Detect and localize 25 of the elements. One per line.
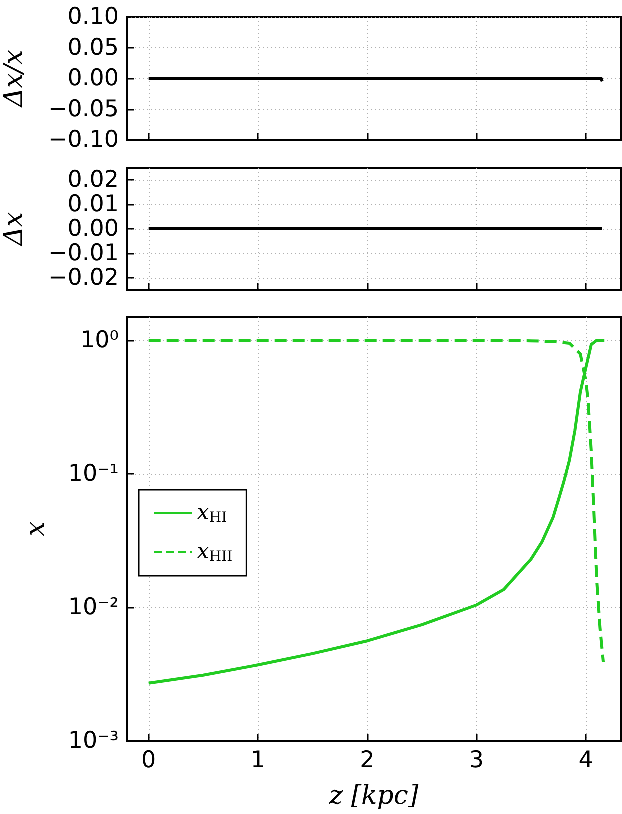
y-axis-title: Δx/x bbox=[0, 50, 29, 108]
y-tick-label: 10⁰ bbox=[80, 328, 119, 354]
legend-label: xHI bbox=[197, 500, 228, 526]
y-tick-label: −0.02 bbox=[48, 264, 119, 291]
y-axis-title: Δx bbox=[0, 212, 29, 247]
x-tick-label: 2 bbox=[360, 748, 375, 774]
x-tick-label: 0 bbox=[142, 748, 156, 774]
y-tick-label: 10⁻³ bbox=[68, 728, 119, 754]
y-tick-label: 0.10 bbox=[68, 4, 119, 30]
y-tick-label: 10⁻² bbox=[68, 594, 119, 621]
x-tick-label: 1 bbox=[250, 748, 266, 774]
y-axis-title: x bbox=[21, 521, 51, 536]
y-tick-label: 0.01 bbox=[68, 192, 119, 218]
y-tick-label: 0.00 bbox=[68, 66, 119, 92]
y-tick-label: −0.10 bbox=[48, 127, 119, 153]
x-tick-label: 3 bbox=[469, 748, 484, 774]
y-tick-label: 10⁻¹ bbox=[68, 461, 119, 488]
x-axis-title: z [kpc] bbox=[328, 781, 420, 811]
y-tick-label: −0.01 bbox=[48, 240, 119, 266]
y-tick-label: −0.05 bbox=[48, 96, 119, 122]
y-tick-label: 0.00 bbox=[68, 216, 119, 242]
y-tick-label: 0.02 bbox=[68, 167, 119, 194]
y-tick-label: 0.05 bbox=[68, 34, 119, 61]
legend-label: xHII bbox=[197, 540, 233, 565]
x-tick-label: 4 bbox=[578, 748, 594, 774]
